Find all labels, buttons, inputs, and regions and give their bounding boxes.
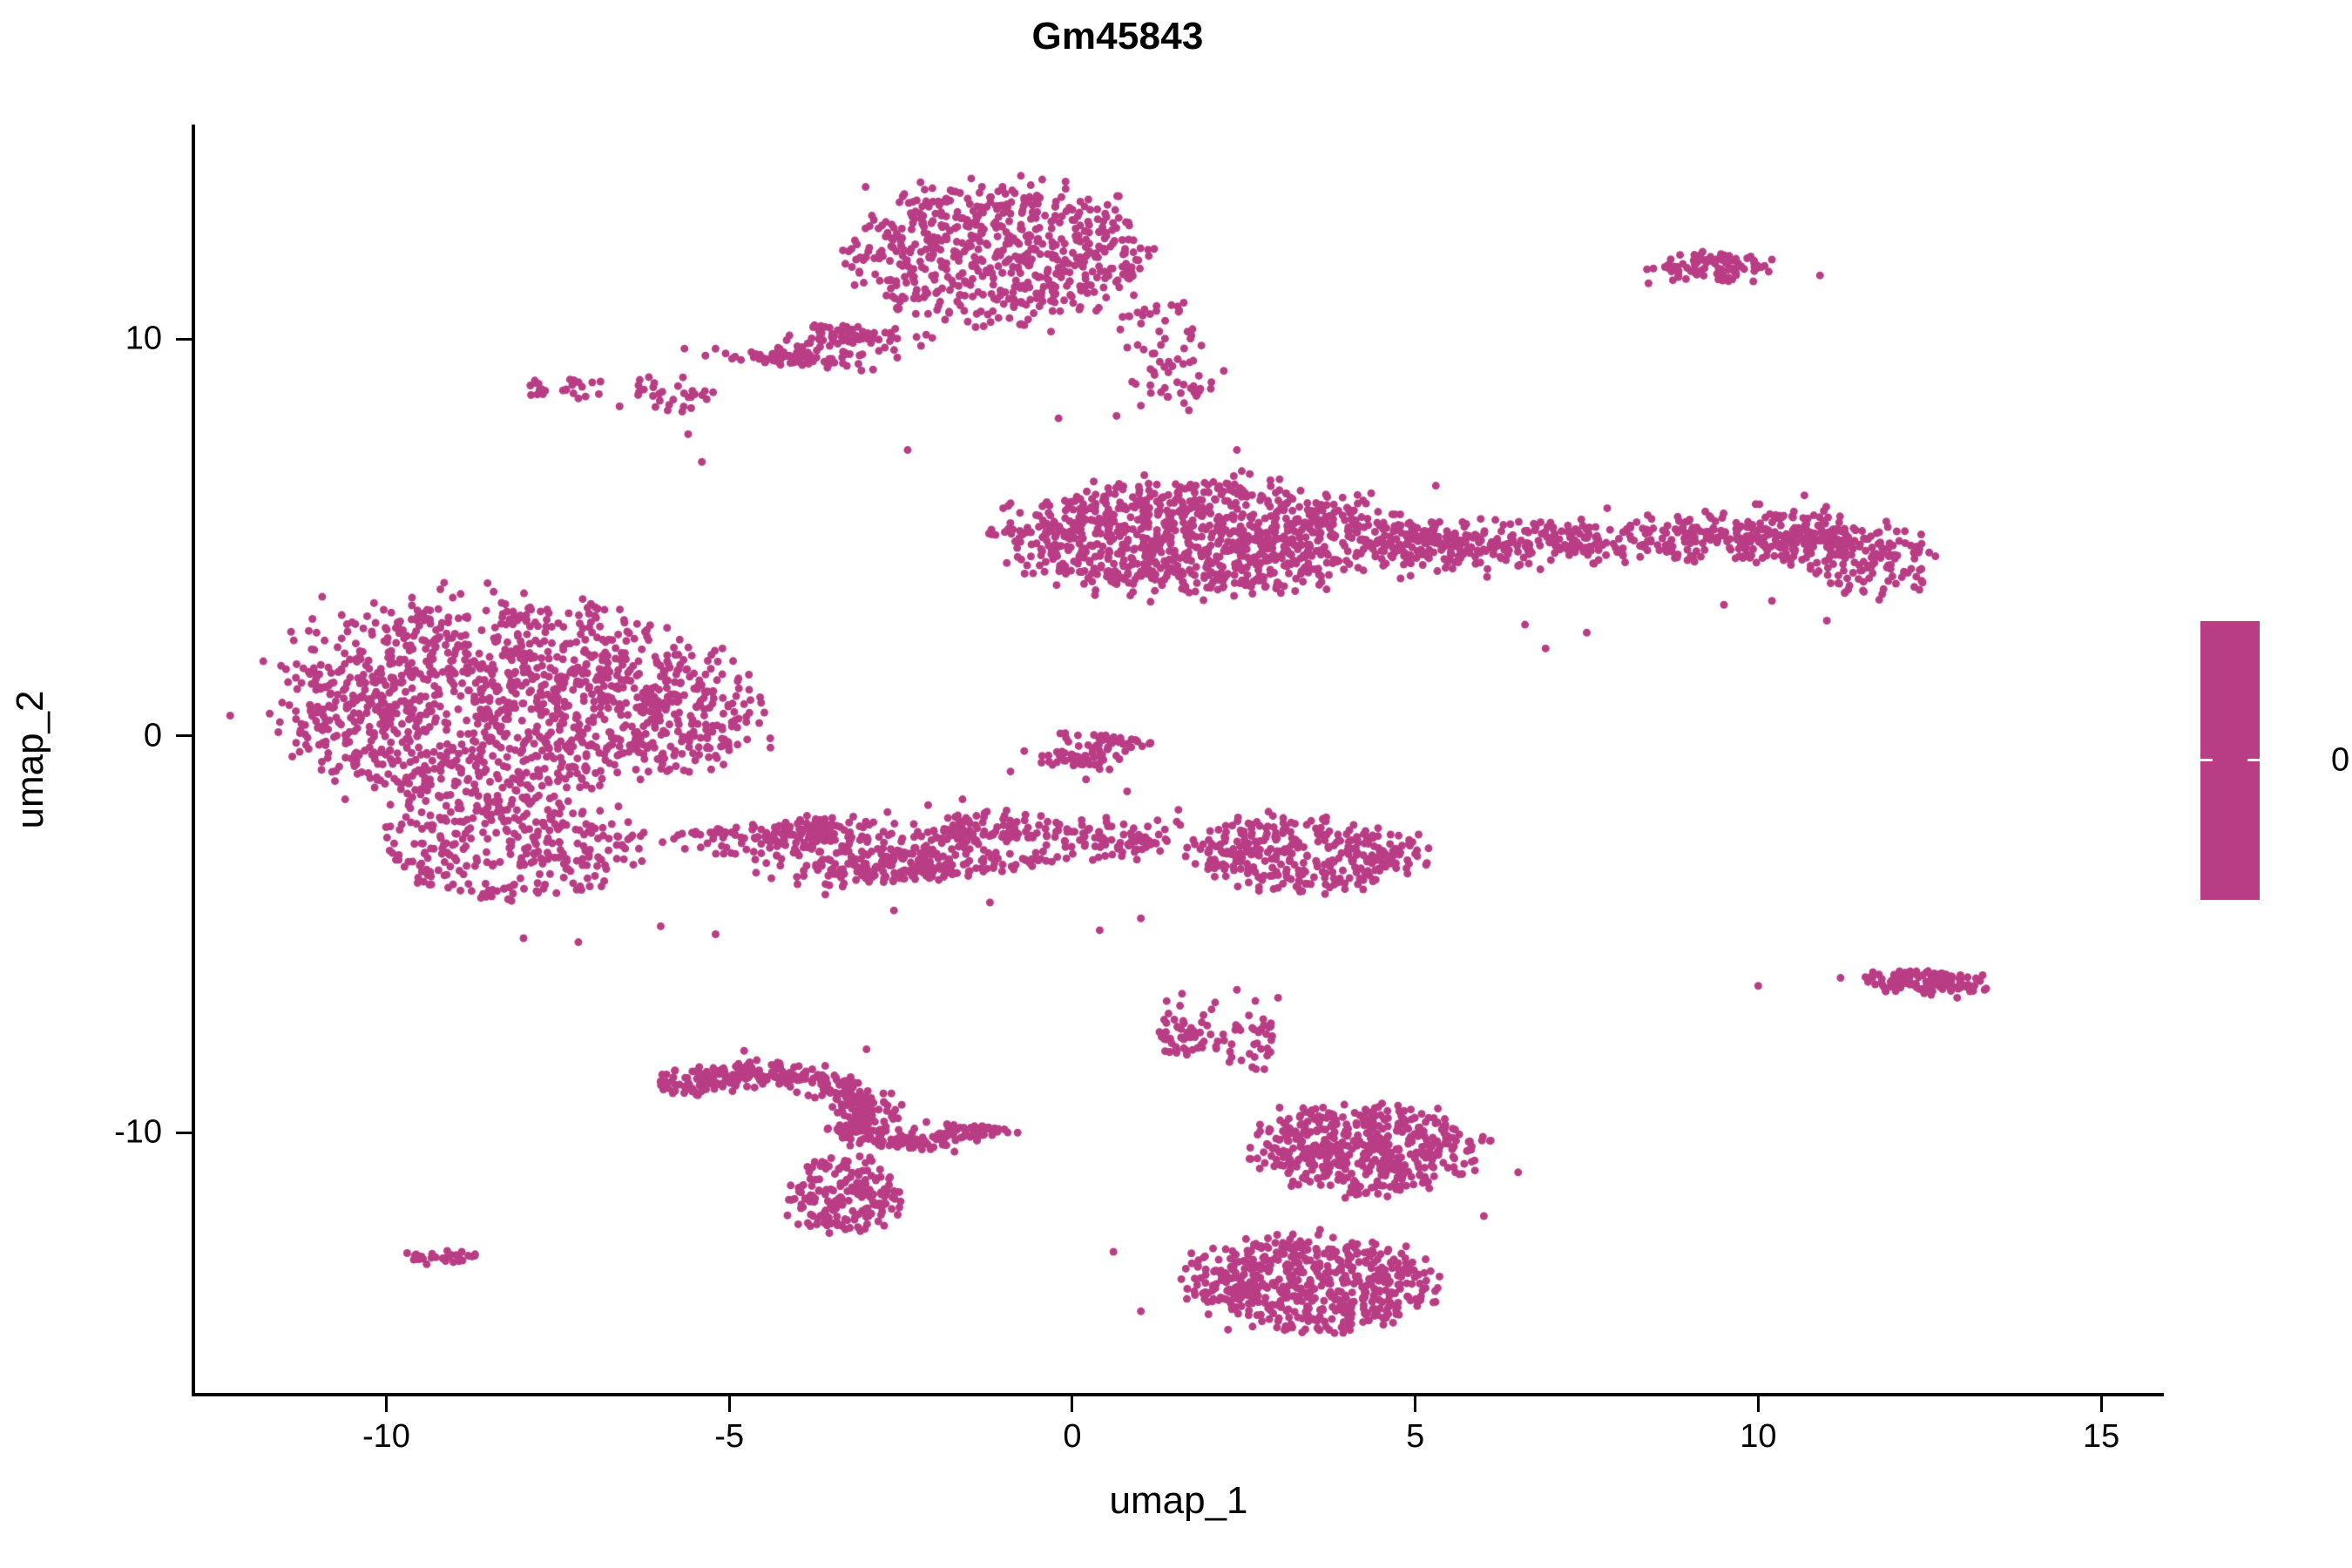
- colorbar-tick-label: 0: [2331, 741, 2350, 779]
- x-tick-mark: [1756, 1396, 1760, 1412]
- colorbar-tick-left: [2200, 759, 2213, 761]
- x-tick-mark: [384, 1396, 388, 1412]
- x-tick-label: 15: [2082, 1418, 2120, 1455]
- x-tick-label: -5: [714, 1418, 745, 1455]
- x-tick-mark: [727, 1396, 731, 1412]
- y-axis-title: umap_2: [9, 690, 51, 829]
- y-axis-line: [192, 125, 195, 1396]
- y-tick-label: -10: [114, 1113, 162, 1151]
- x-axis-title: umap_1: [1109, 1479, 1248, 1522]
- plot-panel: [194, 125, 2163, 1395]
- page-title: Gm45843: [1031, 15, 1204, 57]
- y-tick-mark: [176, 337, 192, 341]
- x-tick-label: 0: [1063, 1418, 1082, 1455]
- scatter-point-cloud: [194, 125, 2163, 1395]
- x-tick-mark: [2099, 1396, 2103, 1412]
- x-tick-label: -10: [362, 1418, 410, 1455]
- x-tick-mark: [1414, 1396, 1417, 1412]
- y-tick-label: 0: [143, 717, 162, 754]
- y-tick-mark: [176, 1131, 192, 1134]
- x-tick-label: 5: [1406, 1418, 1425, 1455]
- colorbar-tick-right: [2247, 759, 2260, 761]
- x-tick-label: 10: [1740, 1418, 1777, 1455]
- y-tick-label: 10: [125, 320, 162, 357]
- y-tick-mark: [176, 734, 192, 738]
- x-axis-line: [192, 1393, 2164, 1396]
- colorbar-legend: [2200, 621, 2260, 900]
- x-tick-mark: [1071, 1396, 1074, 1412]
